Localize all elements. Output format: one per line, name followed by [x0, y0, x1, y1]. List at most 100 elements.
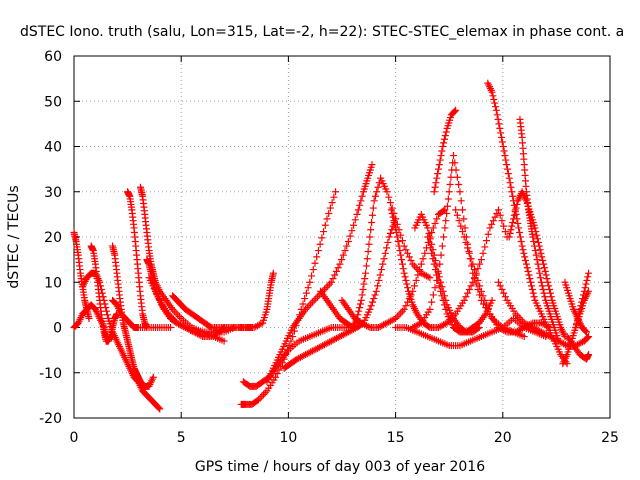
- data-point: [510, 215, 518, 223]
- data-point: [392, 224, 400, 232]
- data-point: [305, 302, 313, 310]
- data-point: [464, 289, 472, 297]
- data-point: [488, 296, 496, 304]
- data-point: [453, 173, 461, 181]
- data-point: [327, 278, 335, 286]
- data-point: [155, 404, 163, 412]
- data-point: [299, 300, 307, 308]
- data-point: [503, 161, 511, 169]
- data-point: [529, 233, 537, 241]
- data-point: [331, 271, 339, 279]
- data-series-arc-22: [430, 106, 460, 196]
- data-point: [491, 99, 499, 107]
- data-point: [348, 227, 356, 235]
- data-point: [320, 228, 328, 236]
- data-point: [579, 295, 587, 303]
- data-point: [481, 296, 489, 304]
- data-point: [358, 192, 366, 200]
- data-point: [397, 251, 405, 259]
- data-point: [508, 222, 516, 230]
- data-point: [310, 296, 318, 304]
- data-point: [578, 298, 586, 306]
- data-point: [506, 229, 514, 237]
- data-point: [354, 206, 362, 214]
- data-point: [366, 233, 374, 241]
- data-point: [355, 307, 363, 315]
- data-point: [490, 95, 498, 103]
- data-point: [464, 244, 472, 252]
- data-point: [362, 262, 370, 270]
- data-point: [574, 313, 582, 321]
- data-point: [522, 257, 530, 265]
- data-point: [388, 226, 396, 234]
- data-point: [85, 314, 93, 322]
- data-point: [400, 269, 408, 277]
- data-point: [438, 292, 446, 300]
- data-point: [402, 276, 410, 284]
- data-point: [515, 224, 523, 232]
- data-point: [304, 284, 312, 292]
- data-point: [501, 293, 509, 301]
- data-point: [498, 285, 506, 293]
- data-point: [412, 276, 420, 284]
- data-point: [504, 165, 512, 173]
- data-point: [374, 282, 382, 290]
- data-series-arc-31: [572, 269, 593, 331]
- y-tick-label: 60: [44, 49, 62, 65]
- data-point: [313, 253, 321, 261]
- data-point: [398, 237, 406, 245]
- data-point: [439, 296, 447, 304]
- data-point: [416, 320, 424, 328]
- data-point: [443, 202, 451, 210]
- data-point: [465, 285, 473, 293]
- data-point: [386, 199, 394, 207]
- data-point: [334, 264, 342, 272]
- data-point: [456, 188, 464, 196]
- data-point: [261, 389, 269, 397]
- data-point: [390, 217, 398, 225]
- data-point: [424, 273, 432, 281]
- data-point: [530, 293, 538, 301]
- data-point: [546, 285, 554, 293]
- data-point: [513, 200, 521, 208]
- chart-title: dSTEC Iono. truth (salu, Lon=315, Lat=-2…: [20, 24, 624, 40]
- data-point: [525, 271, 533, 279]
- data-point: [465, 249, 473, 257]
- data-point: [419, 255, 427, 263]
- data-point: [156, 405, 164, 413]
- data-point: [457, 197, 465, 205]
- data-point: [424, 224, 432, 232]
- data-point: [332, 188, 340, 196]
- data-point: [325, 209, 333, 217]
- data-point: [433, 276, 441, 284]
- data-point: [372, 287, 380, 295]
- data-point: [421, 249, 429, 257]
- y-tick-label: 0: [53, 321, 62, 337]
- data-point: [509, 219, 517, 227]
- data-point: [461, 224, 469, 232]
- data-point: [362, 269, 370, 277]
- data-point: [531, 247, 539, 255]
- data-point: [220, 337, 228, 345]
- data-point: [561, 341, 569, 349]
- data-point: [541, 267, 549, 275]
- data-point: [477, 287, 485, 295]
- data-point: [543, 275, 551, 283]
- data-point: [374, 183, 382, 191]
- data-point: [534, 238, 542, 246]
- data-point: [500, 289, 508, 297]
- data-point: [458, 206, 466, 214]
- data-point: [373, 188, 381, 196]
- data-point: [585, 351, 593, 359]
- data-point: [542, 271, 550, 279]
- data-point: [435, 282, 443, 290]
- data-point: [447, 173, 455, 181]
- data-series-arc-30: [561, 278, 590, 336]
- data-point: [206, 323, 214, 331]
- data-point: [441, 132, 449, 140]
- data-point: [258, 392, 266, 400]
- data-point: [257, 320, 265, 328]
- data-point: [425, 323, 433, 331]
- data-point: [425, 238, 433, 246]
